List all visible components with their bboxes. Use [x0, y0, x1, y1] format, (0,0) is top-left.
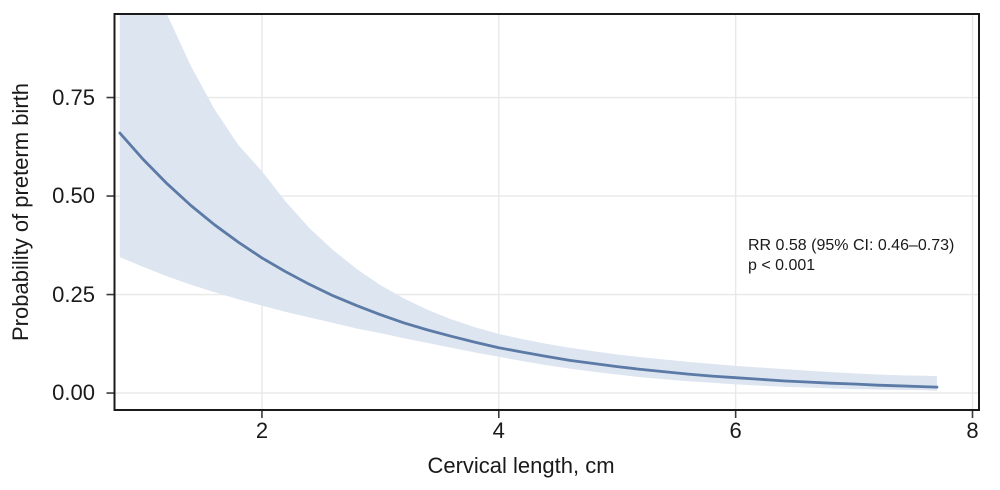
y-axis-title: Probability of preterm birth	[8, 83, 33, 341]
y-tick-label: 0.75	[52, 84, 95, 110]
annotation: RR 0.58 (95% CI: 0.46–0.73) p < 0.001	[748, 236, 954, 276]
x-axis-title: Cervical length, cm	[427, 453, 615, 478]
y-tick-label: 0.25	[52, 281, 95, 307]
x-tick-label: 4	[492, 418, 505, 443]
y-tick-label: 0.50	[52, 183, 95, 209]
x-tick-label: 2	[255, 418, 269, 443]
x-tick-label: 6	[729, 418, 742, 443]
y-tick-label: 0.00	[52, 380, 95, 406]
annotation-line-p: p < 0.001	[748, 257, 816, 274]
panel-border	[113, 13, 980, 411]
confidence-band	[119, 14, 937, 391]
x-tick-label: 8	[966, 418, 979, 443]
annotation-line-rr: RR 0.58 (95% CI: 0.46–0.73)	[748, 237, 955, 254]
fitted-line	[118, 131, 939, 389]
